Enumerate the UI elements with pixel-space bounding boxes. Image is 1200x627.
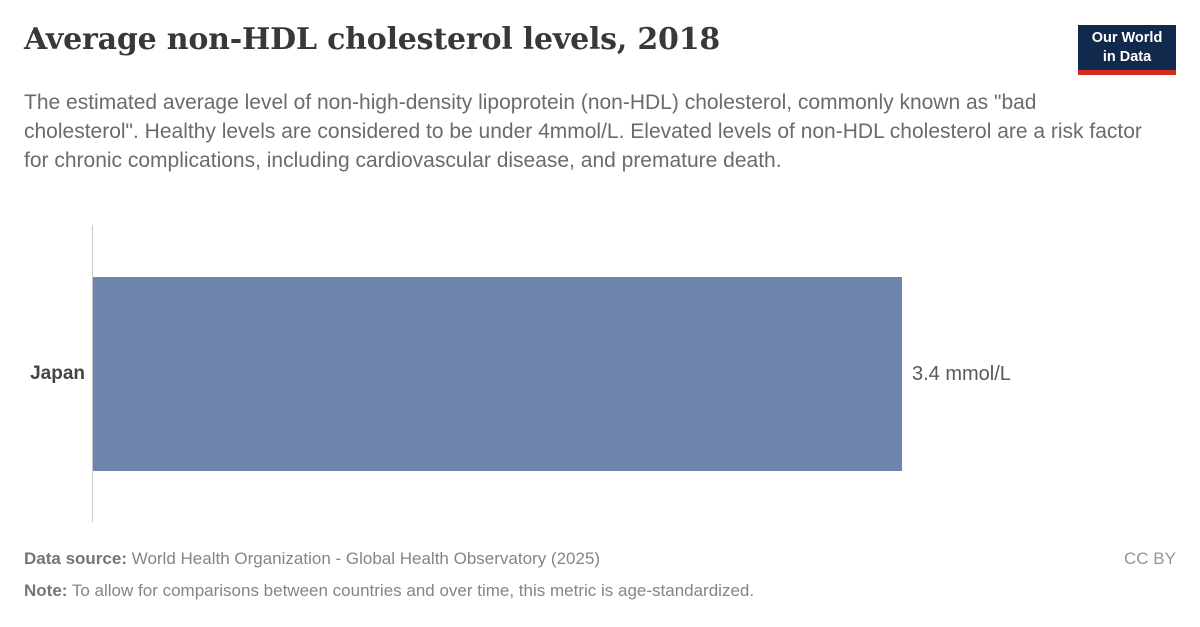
value-label: 3.4 mmol/L [912, 362, 1011, 385]
license-badge: CC BY [1124, 549, 1176, 568]
data-source-value: World Health Organization - Global Healt… [126, 549, 601, 568]
category-label-japan: Japan [30, 363, 85, 384]
owid-logo-line2: in Data [1102, 48, 1152, 65]
y-axis-line [92, 225, 93, 522]
note-label: Note: [24, 581, 68, 600]
owid-logo[interactable]: Our World in Data [1078, 25, 1176, 75]
chart-subtitle: The estimated average level of non-high-… [24, 91, 1142, 172]
note-value: To allow for comparisons between countri… [67, 581, 755, 600]
page-title: Average non-HDL cholesterol levels, 2018 [24, 22, 721, 57]
data-source-label: Data source: [24, 549, 127, 568]
footer-source-line: Data source: World Health Organization -… [24, 549, 1176, 569]
bar-japan [93, 277, 902, 471]
owid-logo-line1: Our World [1091, 29, 1163, 46]
footer-note-line: Note: To allow for comparisons between c… [24, 581, 1176, 601]
data-source-text: Data source: World Health Organization -… [24, 549, 600, 569]
bar-row: 3.4 mmol/L [93, 277, 1176, 471]
